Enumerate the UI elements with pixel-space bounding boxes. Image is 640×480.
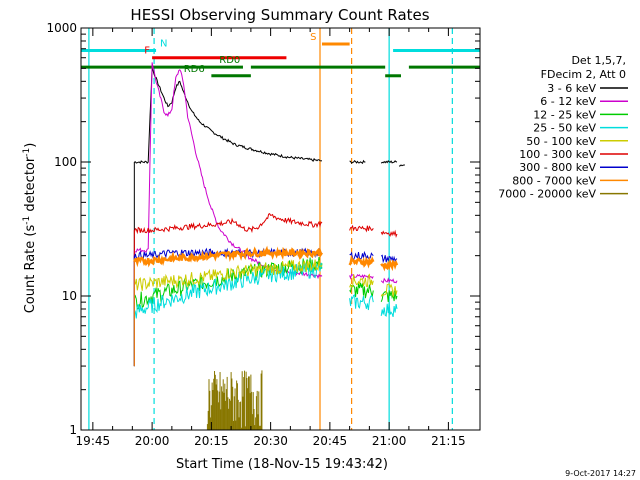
- x-tick-label-5: 21:00: [372, 434, 407, 448]
- x-axis-label: Start Time (18-Nov-15 19:43:42): [176, 457, 388, 472]
- series-line-3: [133, 262, 323, 319]
- series-line-0: [134, 68, 323, 165]
- legend-label-8: 7000 - 20000 keV: [498, 188, 596, 201]
- legend-label-3: 25 - 50 keV: [533, 122, 596, 135]
- x-tick-label-2: 20:15: [194, 434, 229, 448]
- series-segment-6-1: [380, 254, 398, 264]
- y-tick-label-2: 100: [54, 155, 77, 169]
- series-line-5: [133, 213, 323, 235]
- legend-label-0: 3 - 6 keV: [547, 82, 596, 95]
- flag-label-8: RD6: [184, 64, 205, 75]
- series-segment-4-1: [380, 283, 398, 297]
- legend-label-5: 100 - 300 keV: [519, 148, 596, 161]
- x-tick-label-1: 20:00: [135, 434, 170, 448]
- series-layer: [133, 62, 405, 430]
- series-segment-1-1: [380, 277, 398, 284]
- y-axis-label-part3: ): [23, 143, 38, 148]
- legend-label-7: 800 - 7000 keV: [512, 174, 596, 187]
- legend-label-4: 50 - 100 keV: [526, 135, 596, 148]
- x-tick-label-3: 20:30: [253, 434, 288, 448]
- series-segment-2-0: [349, 282, 374, 299]
- x-tick-label-6: 21:15: [431, 434, 466, 448]
- flag-label-2: F: [144, 46, 150, 57]
- x-tick-label-0: 19:45: [76, 434, 111, 448]
- y-tick-label-3: 1000: [46, 21, 77, 35]
- flags-layer: NF S RD0 RD6: [81, 32, 480, 78]
- axes-layer: 19:45 20:00 20:15 20:30 20:45 21:00 21:15 1 10 10…: [46, 21, 481, 448]
- series-segment-4-0: [349, 273, 374, 288]
- y-axis-label-part2: detector: [23, 156, 38, 216]
- series-segment-7-0: [348, 254, 375, 269]
- flag-label-4: RD0: [219, 55, 240, 66]
- flag-label-0: N: [160, 38, 167, 49]
- series-segment-3-1: [380, 301, 398, 318]
- chart-title: HESSI Observing Summary Count Rates: [130, 6, 429, 24]
- legend-label-1: 6 - 12 keV: [540, 95, 596, 108]
- series-line-7: [133, 245, 324, 268]
- plot-area: [88, 28, 453, 430]
- footer-timestamp: 9-Oct-2017 14:27: [565, 469, 636, 478]
- series-segment-5-0: [349, 224, 374, 233]
- y-axis-label-sup1: -1: [22, 216, 32, 225]
- series-segment-0-1: [380, 160, 398, 164]
- series-segment-0-0: [349, 159, 366, 165]
- y-axis-label-part1: Count Rate (s: [23, 225, 38, 314]
- series-segment-5-1: [380, 229, 398, 239]
- x-tick-label-4: 20:45: [313, 434, 348, 448]
- series-line-4: [133, 259, 323, 291]
- y-tick-label-1: 10: [62, 289, 77, 303]
- series-segment-7-1: [380, 258, 399, 272]
- y-axis-label-sup2: -1: [22, 148, 32, 157]
- legend-label-2: 12 - 25 keV: [533, 108, 596, 121]
- legend-label-6: 300 - 800 keV: [519, 161, 596, 174]
- series-segment-0-2: [398, 164, 405, 167]
- y-tick-label-0: 1: [69, 423, 77, 437]
- y-axis-label: Count Rate (s-1 detector-1): [22, 143, 38, 314]
- axes-frame: [80, 27, 481, 431]
- series-segment-3-0: [349, 293, 374, 311]
- legend-header-1: Det 1,5,7,: [571, 54, 626, 67]
- flag-label-3: S: [310, 32, 316, 43]
- legend-header-2: FDecim 2, Att 0: [541, 68, 626, 81]
- series-segment-2-1: [380, 290, 398, 302]
